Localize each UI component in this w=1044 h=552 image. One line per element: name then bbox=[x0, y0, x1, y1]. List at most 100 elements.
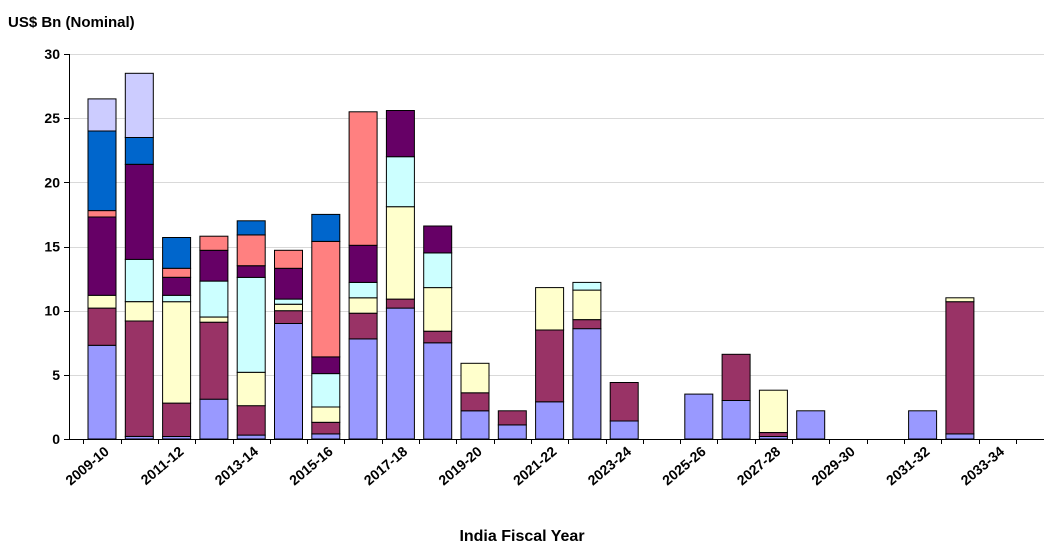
bar-segment-periwinkle bbox=[572, 328, 602, 440]
axes bbox=[64, 54, 1044, 444]
bar-segment-salmon bbox=[87, 210, 117, 218]
bar-segment-periwinkle bbox=[348, 338, 378, 440]
bar-segment-light_cyan bbox=[385, 156, 415, 208]
bar-segment-dark_purple bbox=[199, 249, 229, 282]
bar-segment-lavender bbox=[87, 98, 117, 132]
bar-segment-blue bbox=[87, 130, 117, 212]
bar-segment-light_cyan bbox=[124, 258, 154, 303]
bars bbox=[87, 72, 975, 440]
bar-segment-plum bbox=[497, 410, 527, 426]
bar-segment-periwinkle bbox=[385, 307, 415, 440]
bar-segment-plum bbox=[385, 298, 415, 309]
bar-segment-light_yellow bbox=[199, 316, 229, 323]
bar-segment-blue bbox=[311, 213, 341, 242]
bar-segment-light_yellow bbox=[945, 297, 975, 303]
y-axis-title: US$ Bn (Nominal) bbox=[8, 14, 135, 31]
y-tick-label: 25 bbox=[44, 110, 60, 126]
y-tick-label: 20 bbox=[44, 174, 60, 190]
x-tick-label: 2015-16 bbox=[286, 443, 336, 488]
x-tick-labels: 2009-10 2011-12 2013-14 2015-16 2017-18 2019-… bbox=[62, 443, 1007, 488]
bar-segment-light_yellow bbox=[460, 362, 490, 394]
x-tick-label: 2029-30 bbox=[808, 443, 858, 488]
bar-segment-dark_purple bbox=[124, 163, 154, 260]
bar-segment-periwinkle bbox=[423, 342, 453, 440]
bar-segment-light_yellow bbox=[385, 206, 415, 300]
bar-segment-light_cyan bbox=[311, 373, 341, 408]
bar-segment-light_cyan bbox=[348, 281, 378, 299]
bar-segment-dark_purple bbox=[348, 244, 378, 283]
bar-segment-plum bbox=[274, 310, 303, 325]
bar-segment-light_cyan bbox=[423, 252, 453, 289]
bar-segment-dark_purple bbox=[274, 267, 303, 300]
bar-segment-periwinkle bbox=[236, 434, 266, 440]
x-tick-label: 2031-32 bbox=[883, 443, 933, 488]
bar-segment-salmon bbox=[162, 267, 192, 278]
bar-segment-blue bbox=[236, 220, 266, 236]
bar-segment-plum bbox=[535, 329, 565, 403]
bar-segment-light_cyan bbox=[199, 280, 229, 318]
bar-segment-light_yellow bbox=[423, 287, 453, 332]
y-tick-labels: 0 5 10 15 20 25 30 bbox=[44, 46, 60, 447]
bar-segment-plum bbox=[460, 392, 490, 412]
bar-segment-dark_purple bbox=[87, 216, 117, 296]
bar-segment-light_yellow bbox=[758, 389, 788, 434]
bar-segment-periwinkle bbox=[87, 344, 117, 440]
bar-segment-plum bbox=[236, 405, 266, 436]
bar-segment-plum bbox=[572, 319, 602, 330]
bar-segment-periwinkle bbox=[908, 410, 938, 440]
bar-segment-blue bbox=[162, 237, 192, 269]
bar-segment-salmon bbox=[348, 111, 378, 246]
bar-segment-light_yellow bbox=[535, 287, 565, 331]
bar-segment-plum bbox=[423, 330, 453, 344]
bar-segment-plum bbox=[758, 432, 788, 438]
y-tick-label: 10 bbox=[44, 303, 60, 319]
y-tick-label: 5 bbox=[52, 367, 60, 383]
bar-segment-periwinkle bbox=[796, 410, 826, 440]
bar-segment-periwinkle bbox=[609, 420, 639, 440]
bar-segment-light_cyan bbox=[572, 281, 602, 291]
bar-segment-salmon bbox=[274, 249, 303, 269]
y-tick-label: 15 bbox=[44, 239, 60, 255]
bar-segment-plum bbox=[348, 312, 378, 340]
bar-segment-light_cyan bbox=[162, 294, 192, 303]
bar-segment-periwinkle bbox=[311, 433, 341, 440]
bar-segment-light_yellow bbox=[572, 289, 602, 321]
x-tick-label: 2019-20 bbox=[435, 443, 485, 488]
bar-segment-dark_purple bbox=[236, 265, 266, 278]
bar-segment-periwinkle bbox=[721, 400, 751, 440]
bar-segment-dark_purple bbox=[385, 110, 415, 158]
bar-segment-periwinkle bbox=[684, 393, 714, 440]
x-tick-label: 2025-26 bbox=[659, 443, 709, 488]
bar-segment-dark_purple bbox=[311, 356, 341, 375]
bar-segment-plum bbox=[311, 421, 341, 435]
bar-segment-light_yellow bbox=[124, 301, 154, 322]
x-tick-label: 2013-14 bbox=[211, 443, 261, 488]
bar-segment-dark_purple bbox=[162, 276, 192, 296]
bar-segment-periwinkle bbox=[460, 410, 490, 440]
x-axis-title: India Fiscal Year bbox=[459, 528, 585, 545]
y-tick-label: 0 bbox=[52, 431, 60, 447]
bar-segment-periwinkle bbox=[945, 433, 975, 440]
bar-segment-plum bbox=[945, 301, 975, 435]
x-tick-label: 2027-28 bbox=[734, 443, 784, 488]
bar-segment-light_yellow bbox=[311, 406, 341, 423]
bar-segment-plum bbox=[124, 320, 154, 437]
x-tick-label: 2021-22 bbox=[510, 443, 560, 488]
bar-segment-plum bbox=[87, 307, 117, 346]
bar-segment-periwinkle bbox=[497, 424, 527, 440]
bar-segment-light_cyan bbox=[236, 276, 266, 373]
bar-segment-plum bbox=[162, 402, 192, 438]
bar-segment-plum bbox=[609, 382, 639, 422]
bar-segment-light_yellow bbox=[87, 294, 117, 309]
x-tick-label: 2009-10 bbox=[62, 443, 112, 488]
bar-segment-plum bbox=[721, 353, 751, 401]
x-tick-label: 2011-12 bbox=[137, 443, 186, 488]
x-tick-label: 2017-18 bbox=[361, 443, 411, 488]
bar-segment-light_yellow bbox=[348, 297, 378, 314]
bar-segment-salmon bbox=[199, 235, 229, 251]
bar-segment-plum bbox=[199, 321, 229, 400]
y-tick-label: 30 bbox=[44, 46, 60, 62]
bar-segment-light_yellow bbox=[162, 301, 192, 404]
bar-segment-salmon bbox=[236, 234, 266, 267]
